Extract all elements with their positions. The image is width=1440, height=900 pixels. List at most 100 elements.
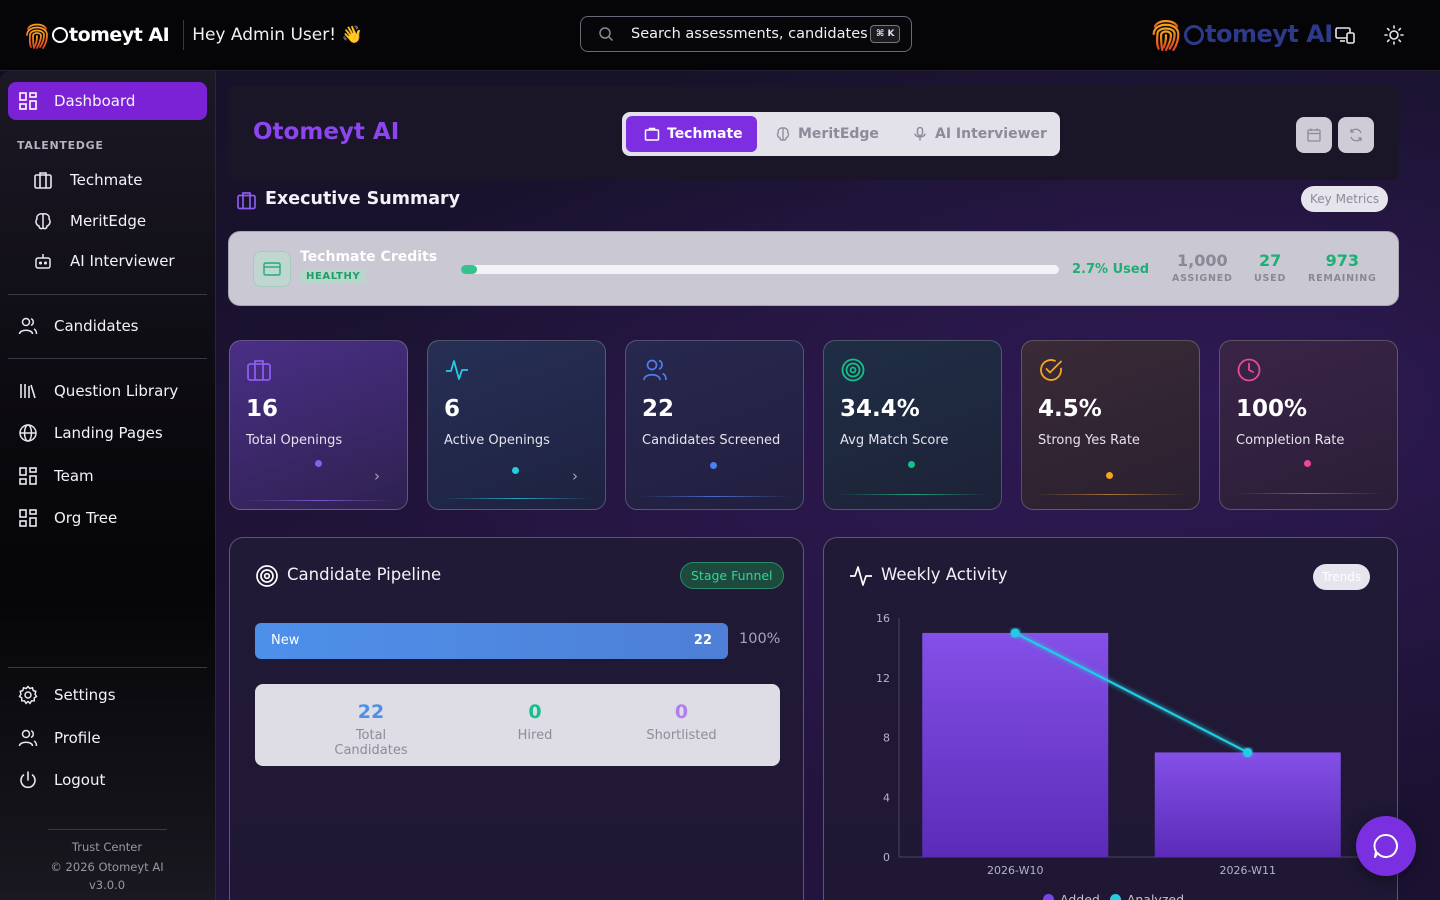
briefcase-icon: [247, 360, 271, 381]
tab-meritedge[interactable]: MeritEdge: [757, 116, 894, 152]
stat-value: 27: [1258, 251, 1282, 270]
chat-button[interactable]: [1356, 816, 1416, 876]
point-analyzed: [1010, 628, 1020, 638]
kpi-dot: [315, 460, 322, 467]
credits-used: 27 USED: [1254, 251, 1286, 284]
bar-added: [1154, 752, 1341, 857]
brain-icon: [35, 213, 51, 230]
kpi-card-total-openings[interactable]: 16 Total Openings ›: [229, 340, 408, 510]
users-icon: [18, 729, 38, 747]
kpi-card-avg-match-score[interactable]: 34.4% Avg Match Score: [823, 340, 1002, 510]
y-tick-label: 0: [883, 851, 890, 864]
sidebar-item-label: Candidates: [54, 317, 139, 335]
kpi-underline: [442, 498, 592, 499]
sidebar-item-settings[interactable]: Settings: [8, 676, 207, 714]
stat-label: REMAINING: [1308, 273, 1377, 284]
refresh-icon: [1350, 128, 1362, 142]
devices-icon[interactable]: [1334, 24, 1356, 46]
sidebar-item-label: Profile: [54, 729, 101, 747]
kpi-card-candidates-screened[interactable]: 22 Candidates Screened: [625, 340, 804, 510]
sidebar-item-ai-interviewer[interactable]: AI Interviewer: [8, 242, 207, 280]
sidebar-item-label: Org Tree: [54, 509, 118, 527]
sidebar-item-profile[interactable]: Profile: [8, 719, 207, 757]
stat-label: Hired: [517, 728, 553, 743]
kpi-label: Candidates Screened: [642, 433, 781, 448]
gear-icon: [18, 685, 38, 705]
copyright-text: © 2026 Otomeyt AI: [50, 860, 164, 874]
grid-icon: [19, 509, 37, 527]
stat-label: USED: [1254, 273, 1287, 284]
chart-legend: Added Analyzed: [1043, 892, 1194, 900]
tab-techmate[interactable]: Techmate: [626, 116, 757, 152]
microphone-icon: [914, 126, 926, 141]
stat-label: Total Candidates: [334, 728, 408, 758]
kpi-value: 22: [642, 396, 675, 422]
grid-icon: [19, 467, 37, 485]
panel-title: Candidate Pipeline: [287, 565, 442, 584]
brand-logo[interactable]: tomeyt AI: [24, 19, 170, 51]
stage-name: New: [271, 633, 300, 648]
kpi-underline: [244, 500, 394, 501]
grid-icon: [19, 92, 37, 110]
kpi-label: Active Openings: [444, 433, 550, 448]
kpi-label: Strong Yes Rate: [1038, 433, 1140, 448]
shortlisted-stat: 0 Shortlisted: [644, 701, 719, 743]
sidebar-divider: [8, 358, 207, 359]
stat-label: ASSIGNED: [1172, 273, 1233, 284]
kpi-dot: [1106, 472, 1113, 479]
sidebar-item-team[interactable]: Team: [8, 457, 207, 495]
pipeline-stage-bar[interactable]: New 22: [255, 623, 728, 659]
stat-label: Shortlisted: [646, 728, 717, 743]
kpi-value: 6: [444, 396, 461, 422]
trust-center-link[interactable]: Trust Center: [71, 840, 143, 854]
legend-swatch: [1043, 894, 1054, 900]
sidebar-item-label: AI Interviewer: [70, 252, 175, 270]
chat-icon: [1373, 833, 1398, 858]
legend-item-added: Added: [1043, 892, 1100, 900]
kpi-label: Avg Match Score: [840, 433, 949, 448]
briefcase-icon: [34, 172, 52, 189]
credits-progress-fill: [461, 265, 477, 274]
sidebar-item-meritedge[interactable]: MeritEdge: [8, 202, 207, 240]
main-content: Otomeyt AI Techmate MeritEdge AI Intervi…: [216, 71, 1440, 900]
sidebar: Dashboard TALENTEDGE Techmate MeritEdge …: [0, 71, 216, 900]
sidebar-item-question-library[interactable]: Question Library: [8, 372, 207, 410]
page-title: Otomeyt AI: [253, 119, 400, 145]
search-input[interactable]: Search assessments, candidates ⌘ K: [580, 16, 912, 52]
sidebar-item-org-tree[interactable]: Org Tree: [8, 499, 207, 537]
kpi-card-active-openings[interactable]: 6 Active Openings ›: [427, 340, 606, 510]
kpi-card-strong-yes-rate[interactable]: 4.5% Strong Yes Rate: [1021, 340, 1200, 510]
activity-icon: [446, 360, 468, 380]
kpi-card-completion-rate[interactable]: 100% Completion Rate: [1219, 340, 1398, 510]
sidebar-item-candidates[interactable]: Candidates: [8, 307, 207, 345]
target-icon: [256, 565, 278, 587]
tab-label: AI Interviewer: [935, 126, 1047, 142]
product-tabs: Techmate MeritEdge AI Interviewer: [622, 112, 1060, 156]
credits-card: Techmate Credits HEALTHY 2.7% Used 1,000…: [228, 231, 1399, 306]
y-tick-label: 16: [876, 612, 890, 625]
sidebar-item-landing-pages[interactable]: Landing Pages: [8, 414, 207, 452]
sidebar-item-techmate[interactable]: Techmate: [8, 161, 207, 199]
sun-icon[interactable]: [1383, 24, 1405, 46]
sidebar-item-dashboard[interactable]: Dashboard: [8, 82, 207, 120]
refresh-button[interactable]: [1338, 117, 1374, 153]
header-divider: [183, 20, 185, 50]
stat-value: 0: [528, 701, 542, 723]
candidate-pipeline-panel: Candidate Pipeline Stage Funnel New 22 1…: [229, 537, 804, 900]
y-tick-label: 8: [883, 732, 890, 745]
stage-count: 22: [693, 633, 712, 648]
kpi-value: 4.5%: [1038, 396, 1102, 422]
calendar-button[interactable]: [1296, 117, 1332, 153]
target-icon: [841, 358, 865, 382]
weekly-activity-panel: Weekly Activity Trends 0 4 8 12 16 2026-W10 20…: [823, 537, 1398, 900]
tab-ai-interviewer[interactable]: AI Interviewer: [894, 116, 1054, 152]
kpi-dot: [512, 467, 519, 474]
sidebar-item-label: Landing Pages: [54, 424, 163, 442]
activity-icon: [850, 566, 872, 586]
sidebar-item-logout[interactable]: Logout: [8, 761, 207, 799]
kpi-label: Total Openings: [246, 433, 343, 448]
fingerprint-icon: [26, 23, 48, 49]
kpi-underline: [838, 494, 988, 495]
kpi-dot: [1304, 460, 1311, 467]
search-placeholder: Search assessments, candidates: [631, 26, 868, 42]
